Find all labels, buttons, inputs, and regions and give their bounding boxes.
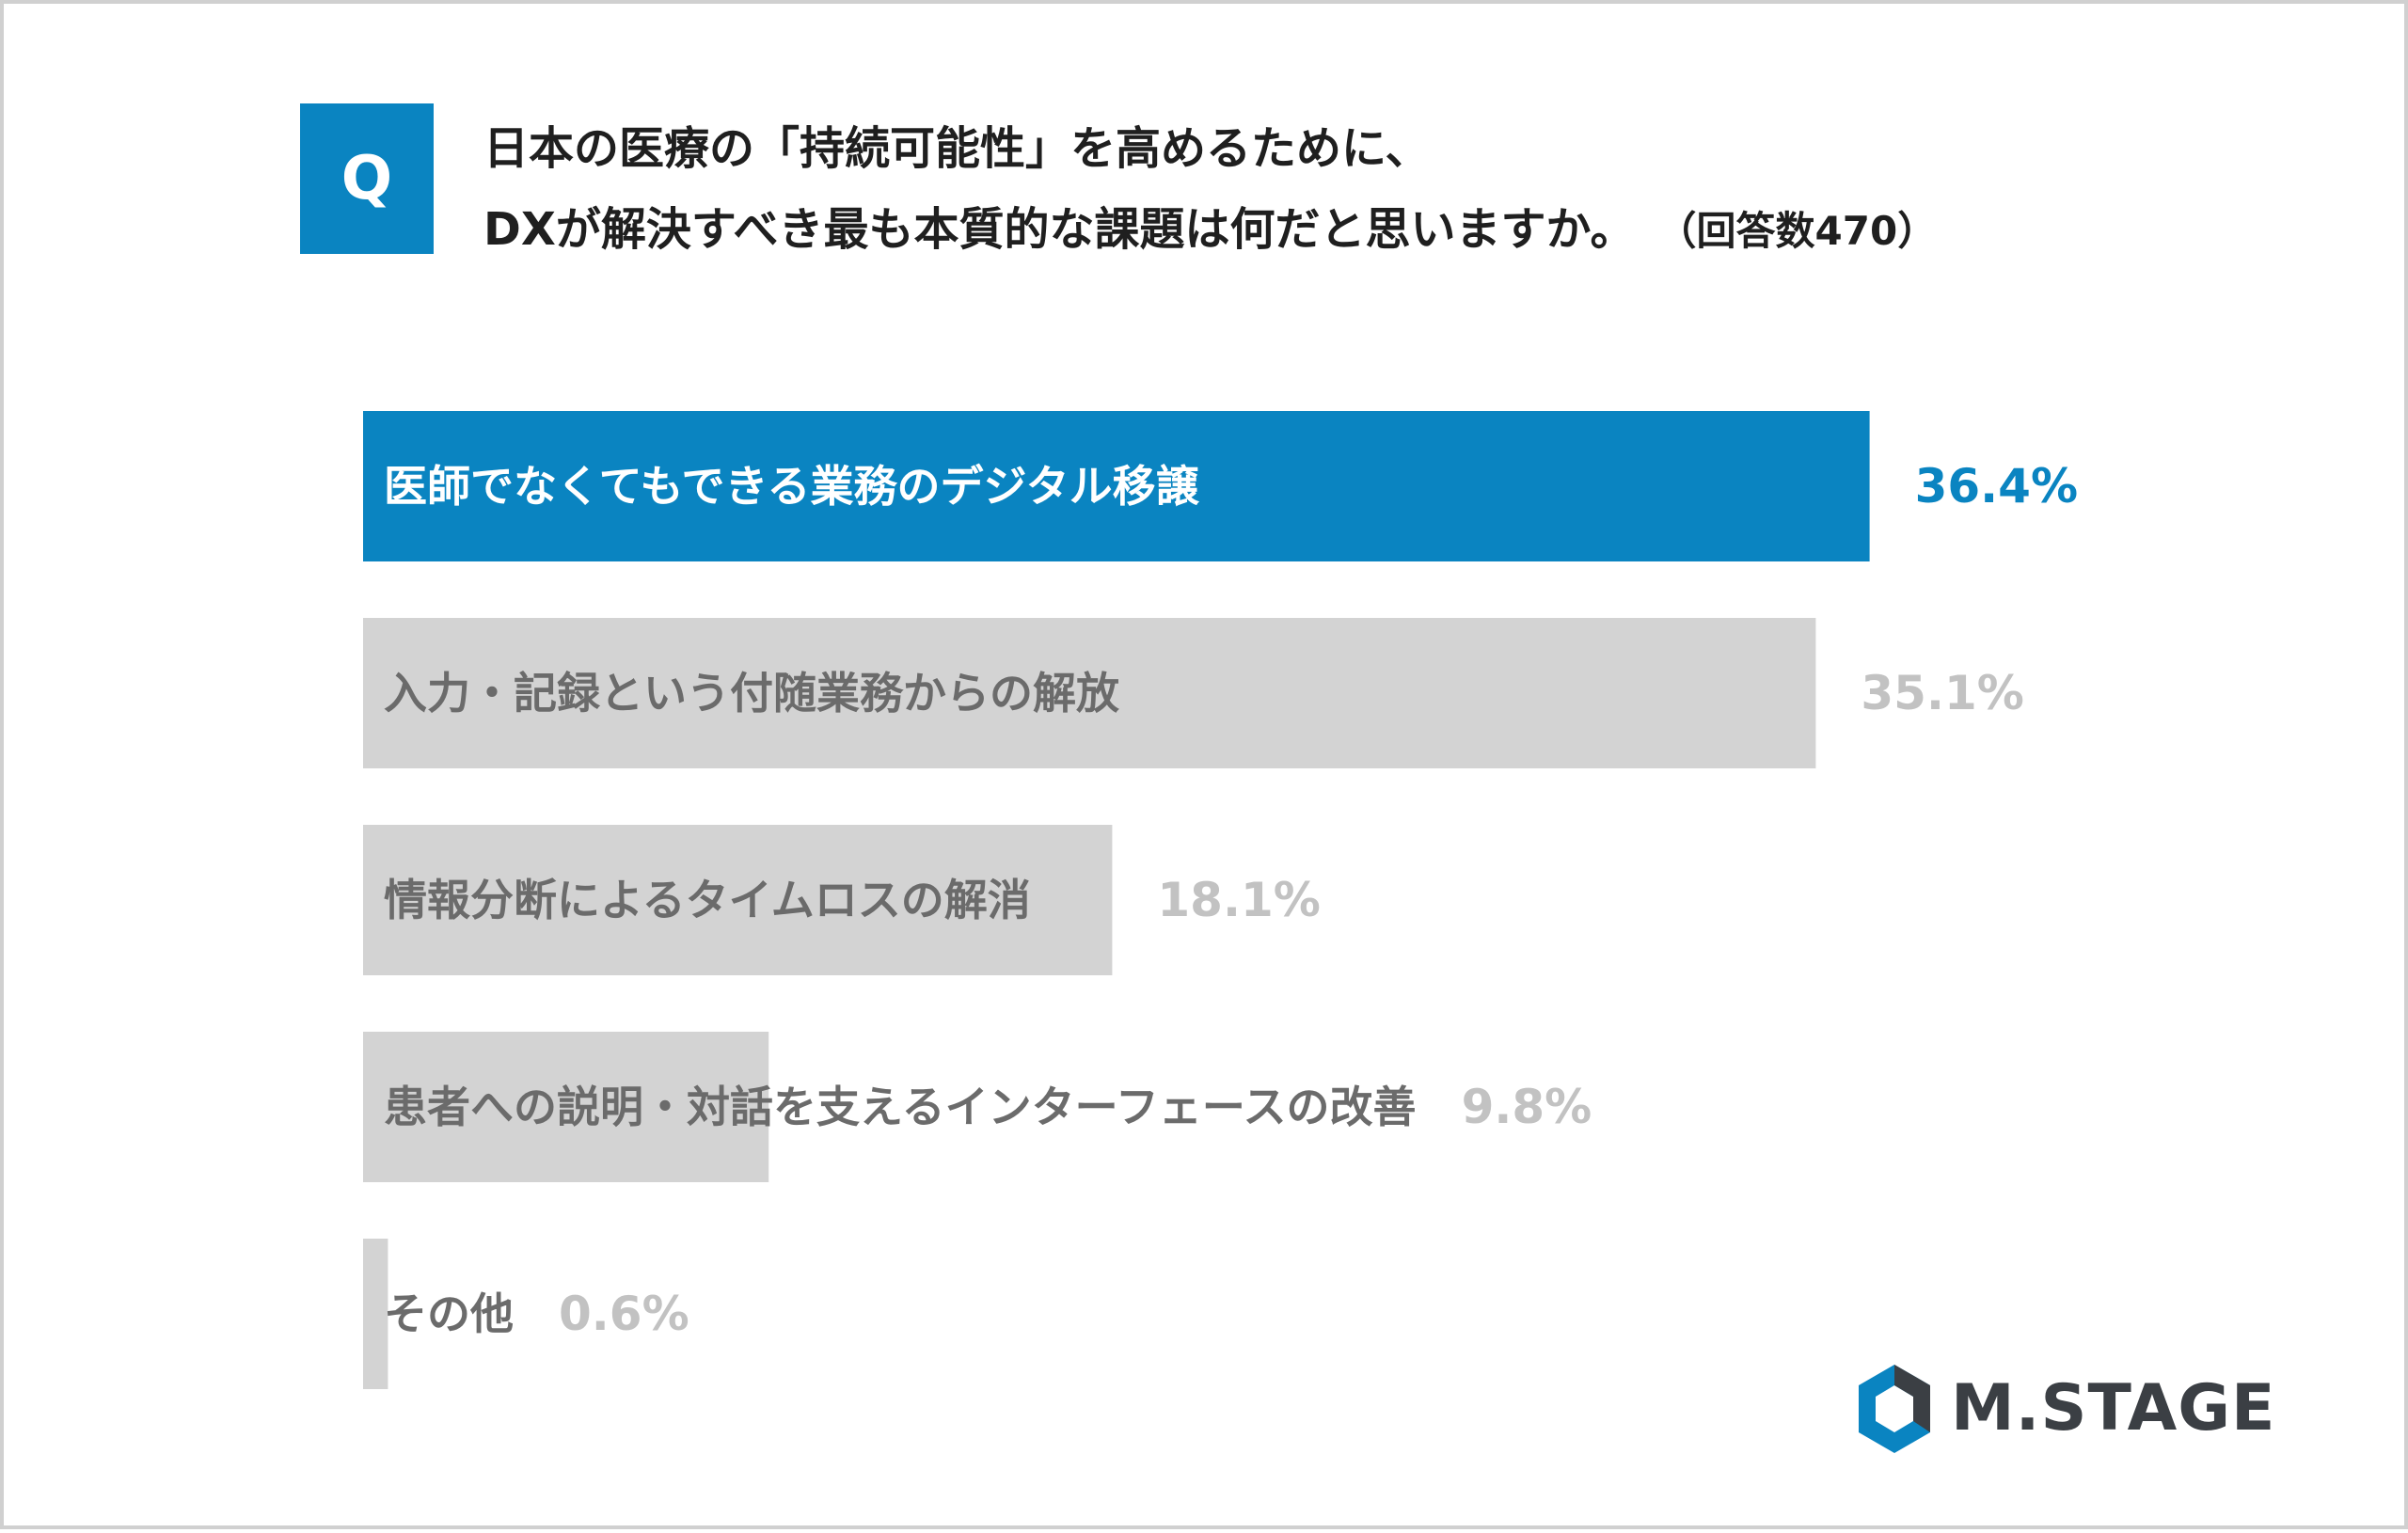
- mstage-logo: M.STAGE: [1855, 1360, 2306, 1458]
- logo-text: M.STAGE: [1951, 1371, 2276, 1446]
- bar-value-3: 18.1%: [1157, 873, 1320, 927]
- bar-label-2: 入力・記録という付随業務からの解放: [384, 668, 1119, 719]
- mstage-hexagon-logo-icon: [1859, 1365, 1930, 1453]
- question-text-line2: DXが解決すべき最も本質的な課題は何だと思いますか。 （回答数470）: [483, 207, 1937, 252]
- bar-value-4: 9.8%: [1462, 1080, 1592, 1134]
- response-count: （回答数470）: [1676, 208, 1938, 254]
- bar-3: [363, 825, 1113, 975]
- bar-label-3: 情報分断によるタイムロスの解消: [384, 875, 1031, 925]
- bar-2: [363, 618, 1816, 768]
- bar-label-1: 医師でなくてもできる業務のデジタル移譲: [384, 461, 1200, 512]
- bar-label-5: その他: [384, 1288, 514, 1339]
- bar-value-1: 36.4%: [1915, 459, 2078, 514]
- question-text-line2-main: DXが解決すべき最も本質的な課題は何だと思いますか。: [483, 203, 1636, 256]
- question-text-line1: 日本の医療の「持続可能性」を高めるために、: [483, 122, 1431, 175]
- bar-value-5: 0.6%: [559, 1287, 689, 1341]
- bar-label-4: 患者への説明・対話を支えるインターフェースの改善: [384, 1082, 1417, 1132]
- question-badge: Q: [300, 103, 434, 254]
- bar-chart: 医師でなくてもできる業務のデジタル移譲 36.4% 入力・記録という付随業務からの解…: [363, 411, 2078, 1389]
- bar-value-2: 35.1%: [1861, 666, 2023, 720]
- bar-1: [363, 411, 1870, 561]
- bar-4: [363, 1032, 769, 1182]
- bar-5: [363, 1239, 388, 1389]
